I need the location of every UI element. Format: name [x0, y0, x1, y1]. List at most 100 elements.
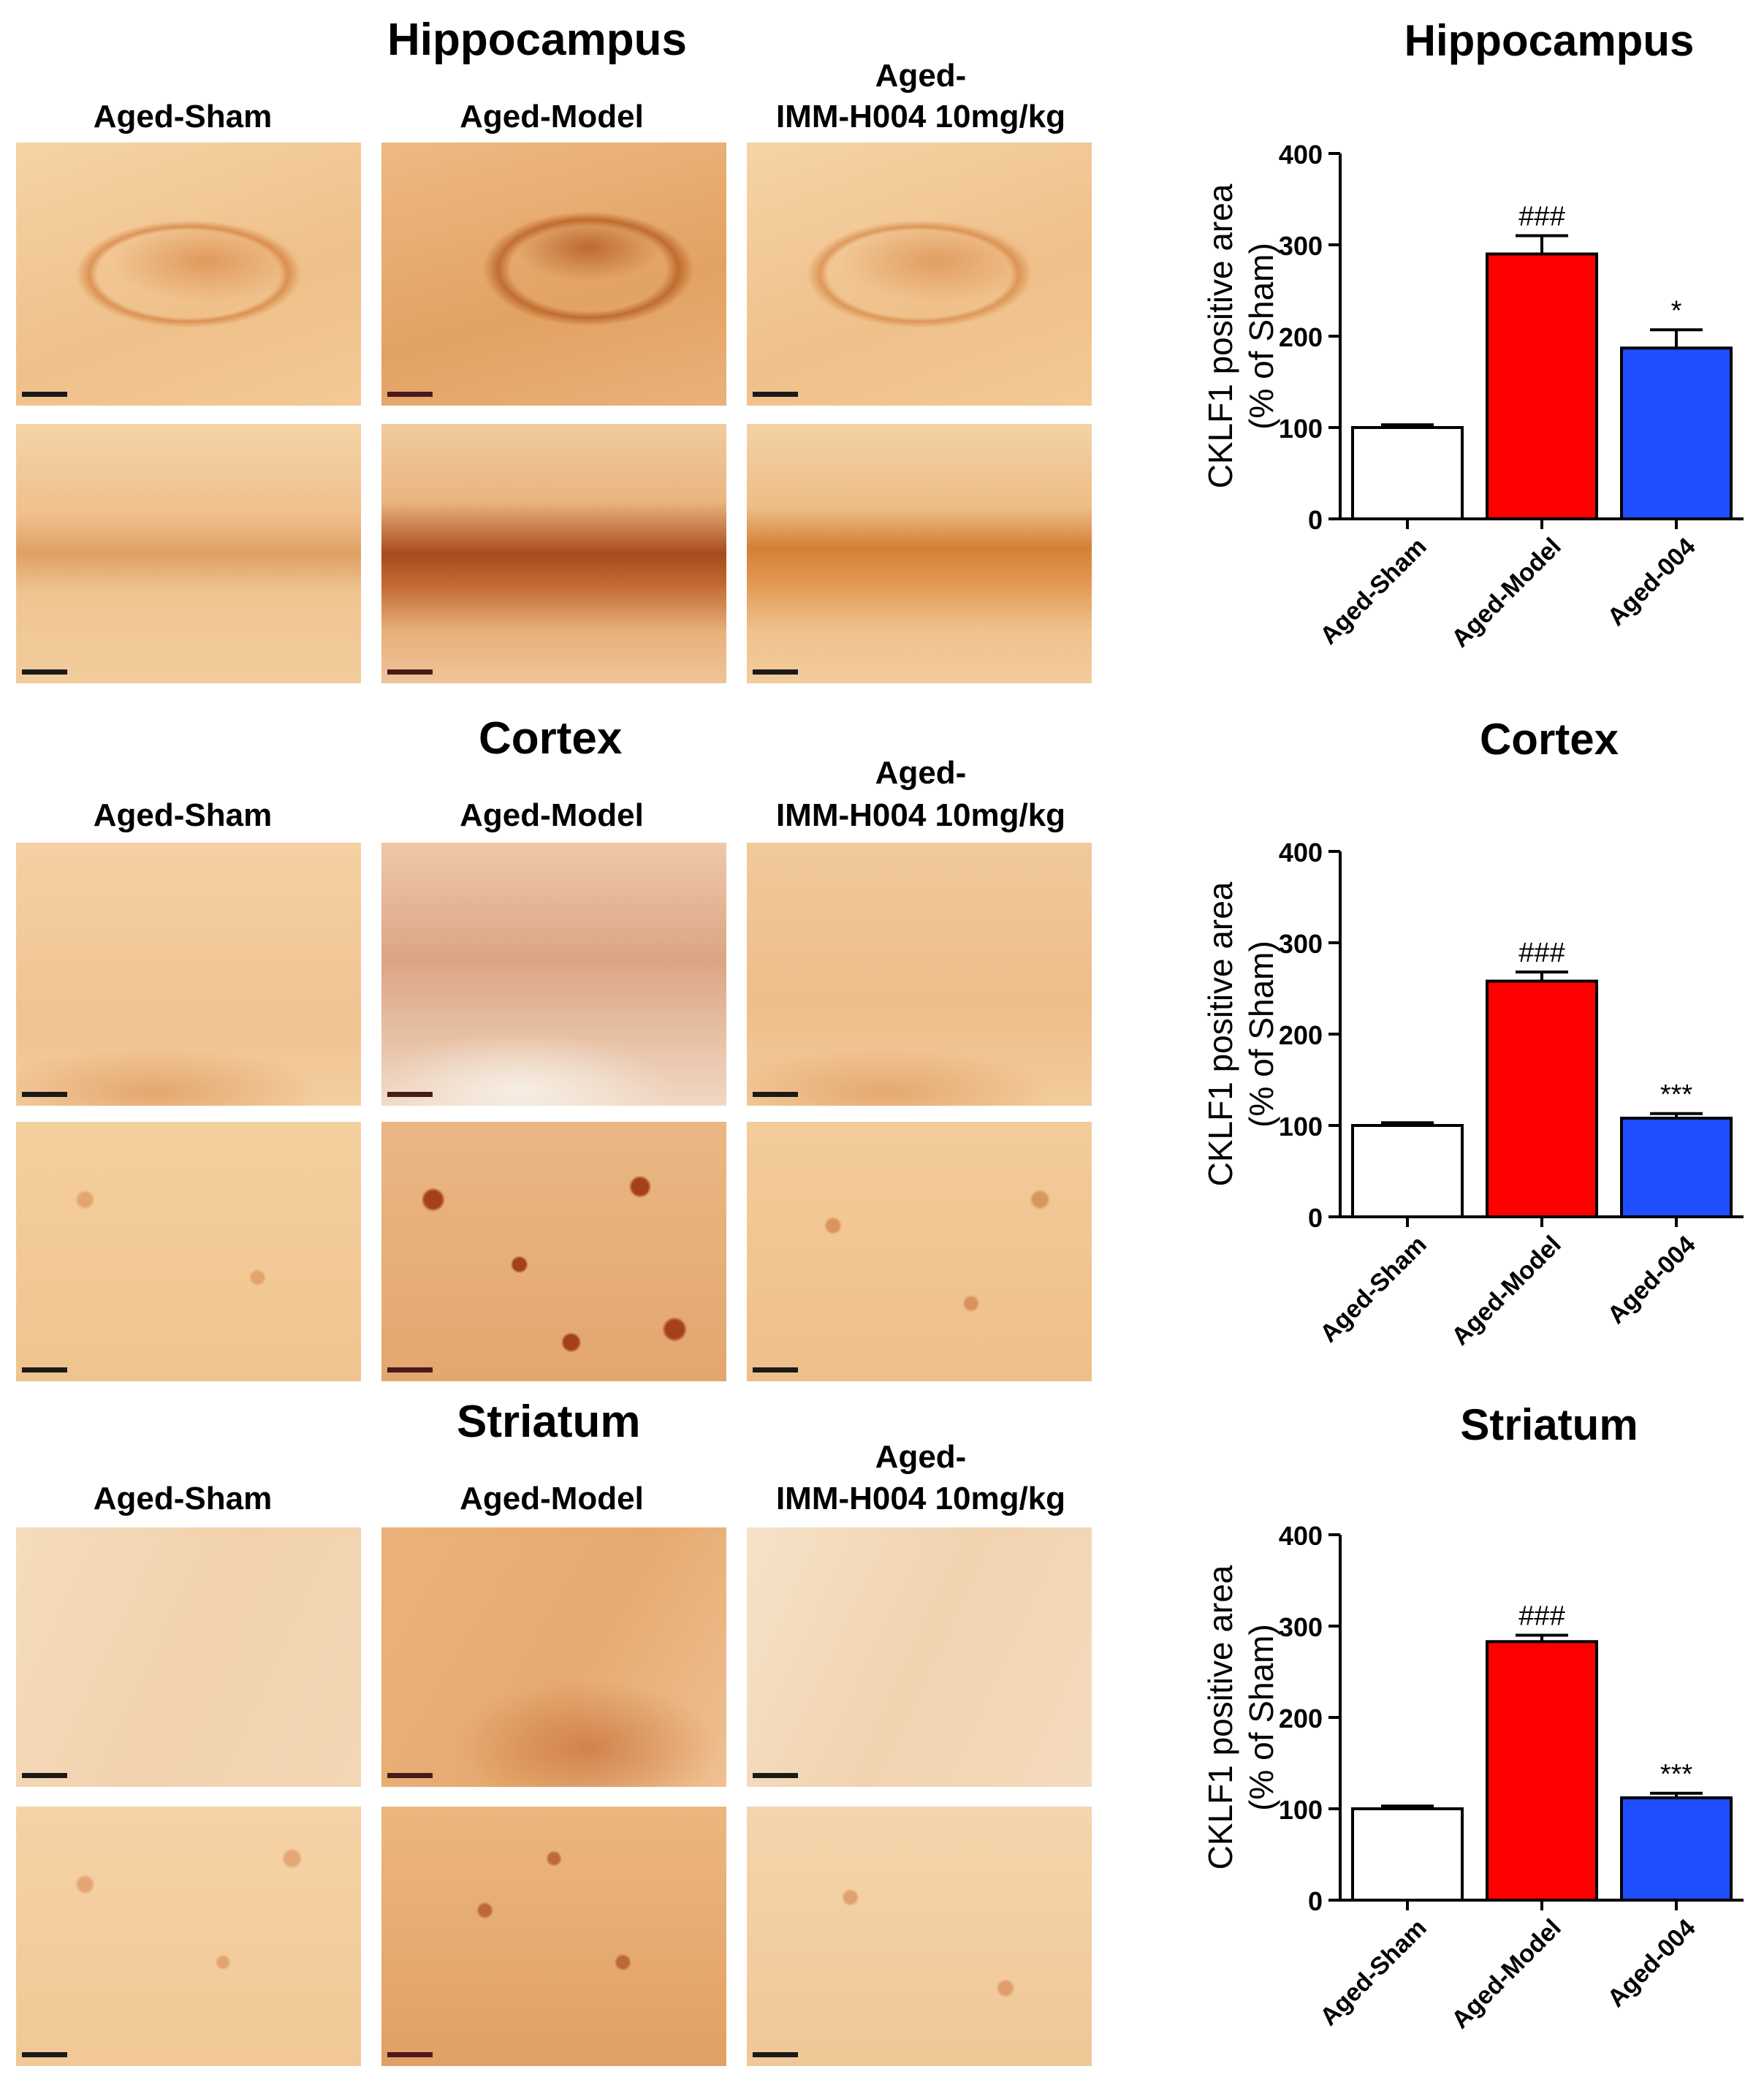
hippocampus-col-label-treated-line2: IMM-H004 10mg/kg [775, 99, 1066, 134]
striatum-col-label-model: Aged-Model [460, 1481, 644, 1516]
x-tick-label: Aged-Model [1446, 1231, 1566, 1351]
hippocampus-col-label-sham: Aged-Sham [93, 99, 273, 134]
y-tick-label: 0 [1308, 505, 1323, 535]
y-tick-label: 0 [1308, 1886, 1323, 1916]
scale-bar [753, 392, 798, 397]
x-tick-label: Aged-Sham [1315, 533, 1432, 650]
y-axis-label-unit: (% of Sham) [1242, 1624, 1280, 1811]
y-tick-label: 300 [1279, 1612, 1323, 1642]
y-axis-label-unit: (% of Sham) [1242, 243, 1280, 430]
bar-aged-004 [1620, 1117, 1733, 1218]
striatum-model-detail-image [381, 1807, 726, 2066]
x-tick-label: Aged-Model [1446, 1914, 1566, 2034]
x-tick-label: Aged-Model [1446, 533, 1566, 653]
hippocampus-treated-overview-image [747, 143, 1092, 406]
significance-label: ### [1518, 1601, 1565, 1632]
significance-label: *** [1660, 1759, 1693, 1790]
scale-bar [753, 1092, 798, 1097]
scale-bar [387, 1773, 433, 1778]
cortex-col-label-treated-line1: Aged- [875, 755, 967, 791]
bar-aged-model [1486, 252, 1598, 520]
significance-label: * [1671, 295, 1682, 326]
striatum-sham-detail-image [16, 1807, 361, 2066]
cortex-bar-chart: CKLF1 positive area (% of Sham) 0 100 200 300… [1201, 838, 1744, 1351]
bar-aged-model [1486, 979, 1598, 1218]
y-tick-label: 100 [1279, 1795, 1323, 1825]
y-tick-label: 300 [1279, 231, 1323, 261]
hippocampus-col-label-treated-line1: Aged- [875, 58, 967, 94]
bar-aged-004 [1620, 1796, 1733, 1902]
y-tick-label: 300 [1279, 929, 1323, 959]
scale-bar [22, 2052, 67, 2057]
striatum-treated-detail-image [747, 1807, 1092, 2066]
y-tick-label: 200 [1279, 1704, 1323, 1734]
y-axis-label: CKLF1 positive area [1201, 183, 1239, 488]
scale-bar [387, 1092, 433, 1097]
scale-bar [22, 669, 67, 675]
bar-aged-model [1486, 1640, 1598, 1902]
hippocampus-bar-chart: CKLF1 positive area (% of Sham) 0 100 200 300… [1201, 140, 1744, 653]
scale-bar [387, 2052, 433, 2057]
hippocampus-chart-title: Hippocampus [1404, 16, 1695, 65]
striatum-bar-chart: CKLF1 positive area (% of Sham) 0 100 200 300… [1201, 1521, 1744, 2034]
cortex-treated-detail-image [747, 1122, 1092, 1381]
cortex-sham-detail-image [16, 1122, 361, 1381]
striatum-col-label-sham: Aged-Sham [93, 1481, 273, 1516]
hippocampus-sham-overview-image [16, 143, 361, 406]
y-axis-label: CKLF1 positive area [1201, 1565, 1239, 1869]
y-axis-label-unit: (% of Sham) [1242, 941, 1280, 1128]
hippocampus-treated-detail-image [747, 424, 1092, 683]
striatum-model-overview-image [381, 1527, 726, 1787]
y-axis-label: CKLF1 positive area [1201, 881, 1239, 1186]
cortex-model-overview-image [381, 843, 726, 1106]
y-tick-label: 200 [1279, 1020, 1323, 1050]
bar-aged-sham [1351, 426, 1464, 520]
y-tick-label: 100 [1279, 1112, 1323, 1142]
scale-bar [387, 669, 433, 675]
scale-bar [753, 2052, 798, 2057]
scale-bar [387, 1367, 433, 1372]
y-tick-label: 100 [1279, 414, 1323, 444]
striatum-treated-overview-image [747, 1527, 1092, 1787]
y-tick-label: 0 [1308, 1203, 1323, 1233]
bar-aged-sham [1351, 1807, 1464, 1902]
cortex-section-title: Cortex [479, 713, 623, 764]
cortex-col-label-treated-line2: IMM-H004 10mg/kg [775, 797, 1066, 833]
x-tick-label: Aged-004 [1603, 1914, 1701, 2013]
significance-label: *** [1660, 1079, 1693, 1110]
scale-bar [22, 392, 67, 397]
cortex-treated-overview-image [747, 843, 1092, 1106]
hippocampus-col-label-model: Aged-Model [460, 99, 644, 134]
cortex-col-label-model: Aged-Model [460, 797, 644, 833]
bar-aged-sham [1351, 1124, 1464, 1218]
x-tick-label: Aged-004 [1603, 533, 1701, 631]
x-tick-label: Aged-004 [1603, 1231, 1701, 1329]
striatum-col-label-treated-line2: IMM-H004 10mg/kg [775, 1481, 1066, 1516]
hippocampus-section-title: Hippocampus [387, 15, 687, 65]
cortex-model-detail-image [381, 1122, 726, 1381]
scale-bar [22, 1773, 67, 1778]
striatum-sham-overview-image [16, 1527, 361, 1787]
significance-label: ### [1518, 202, 1565, 232]
y-tick-label: 200 [1279, 322, 1323, 352]
scale-bar [387, 392, 433, 397]
bar-aged-004 [1620, 346, 1733, 520]
scale-bar [753, 669, 798, 675]
scale-bar [22, 1367, 67, 1372]
striatum-chart-title: Striatum [1460, 1400, 1638, 1449]
cortex-col-label-sham: Aged-Sham [93, 797, 273, 833]
y-tick-label: 400 [1279, 1521, 1323, 1551]
scale-bar [22, 1092, 67, 1097]
x-tick-label: Aged-Sham [1315, 1914, 1432, 2031]
cortex-chart-title: Cortex [1479, 715, 1619, 764]
cortex-sham-overview-image [16, 843, 361, 1106]
significance-label: ### [1518, 938, 1565, 968]
scale-bar [753, 1773, 798, 1778]
hippocampus-model-detail-image [381, 424, 726, 683]
striatum-col-label-treated-line1: Aged- [875, 1439, 967, 1475]
hippocampus-sham-detail-image [16, 424, 361, 683]
striatum-section-title: Striatum [457, 1397, 641, 1447]
y-tick-label: 400 [1279, 140, 1323, 170]
scale-bar [753, 1367, 798, 1372]
x-tick-label: Aged-Sham [1315, 1231, 1432, 1348]
